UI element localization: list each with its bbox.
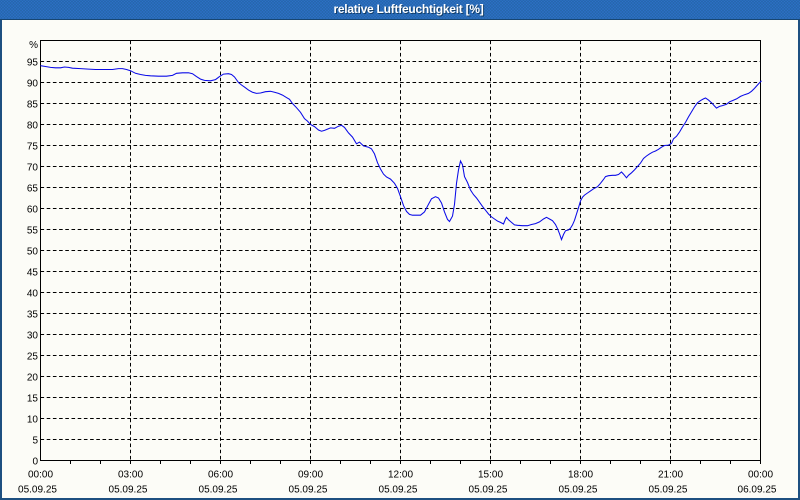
svg-text:21:00: 21:00 [658, 470, 683, 481]
svg-text:%: % [29, 40, 38, 51]
svg-text:03:00: 03:00 [118, 470, 143, 481]
svg-text:05.09.25: 05.09.25 [469, 485, 508, 496]
svg-text:85: 85 [27, 99, 39, 110]
svg-text:00:00: 00:00 [28, 470, 53, 481]
svg-text:05.09.25: 05.09.25 [199, 485, 238, 496]
svg-text:05.09.25: 05.09.25 [18, 485, 57, 496]
svg-text:05.09.25: 05.09.25 [379, 485, 418, 496]
svg-text:90: 90 [27, 78, 39, 89]
svg-text:05.09.25: 05.09.25 [289, 485, 328, 496]
svg-text:55: 55 [27, 225, 39, 236]
svg-text:25: 25 [27, 351, 39, 362]
svg-text:5: 5 [32, 435, 38, 446]
svg-text:75: 75 [27, 141, 39, 152]
svg-text:18:00: 18:00 [568, 470, 593, 481]
svg-text:40: 40 [27, 288, 39, 299]
svg-text:05.09.25: 05.09.25 [559, 485, 598, 496]
svg-text:45: 45 [27, 267, 39, 278]
svg-text:35: 35 [27, 309, 39, 320]
svg-text:95: 95 [27, 57, 39, 68]
svg-text:05.09.25: 05.09.25 [109, 485, 148, 496]
svg-text:15: 15 [27, 393, 39, 404]
svg-text:00:00: 00:00 [748, 470, 773, 481]
svg-text:15:00: 15:00 [478, 470, 503, 481]
svg-text:70: 70 [27, 162, 39, 173]
svg-text:06:00: 06:00 [208, 470, 233, 481]
svg-text:05.09.25: 05.09.25 [649, 485, 688, 496]
svg-text:0: 0 [32, 456, 38, 467]
svg-text:12:00: 12:00 [388, 470, 413, 481]
svg-text:09:00: 09:00 [298, 470, 323, 481]
svg-text:06.09.25: 06.09.25 [738, 485, 777, 496]
svg-text:30: 30 [27, 330, 39, 341]
svg-text:80: 80 [27, 120, 39, 131]
svg-text:20: 20 [27, 372, 39, 383]
svg-text:65: 65 [27, 183, 39, 194]
svg-text:50: 50 [27, 246, 39, 257]
svg-text:10: 10 [27, 414, 39, 425]
svg-text:60: 60 [27, 204, 39, 215]
